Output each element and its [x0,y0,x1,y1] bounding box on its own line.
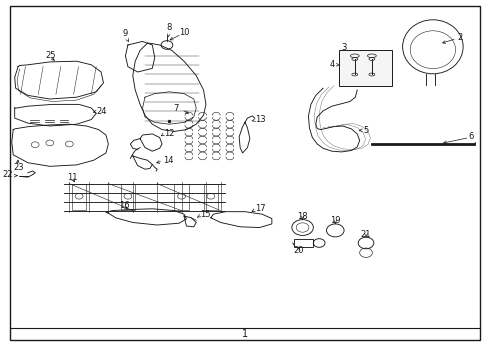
Text: 22: 22 [3,171,13,180]
Text: 19: 19 [329,216,340,225]
Text: 3: 3 [341,43,346,52]
FancyBboxPatch shape [339,50,391,86]
Bar [121,184,135,210]
Text: 23: 23 [13,163,24,172]
Text: 4: 4 [329,60,335,69]
Text: 9: 9 [122,29,128,38]
Text: 24: 24 [96,107,106,116]
Bar [174,184,188,210]
Text: 10: 10 [179,28,189,37]
Text: 5: 5 [363,126,367,135]
Text: 17: 17 [254,204,265,213]
Text: 12: 12 [164,129,175,138]
Text: 15: 15 [200,210,210,220]
Bar [72,184,86,210]
Text: 6: 6 [468,132,473,141]
Text: 18: 18 [297,212,307,220]
Text: 25: 25 [45,51,55,60]
Bar [293,239,313,247]
Bar [203,184,218,210]
Text: 14: 14 [163,156,173,165]
Text: 2: 2 [456,33,462,42]
Text: 11: 11 [67,173,77,182]
Text: 13: 13 [254,115,265,124]
Text: 1: 1 [242,329,247,339]
Text: 20: 20 [293,246,304,255]
Text: 7: 7 [173,104,179,113]
Text: 21: 21 [360,230,370,239]
Text: 16: 16 [119,201,129,210]
Text: 8: 8 [166,23,172,32]
